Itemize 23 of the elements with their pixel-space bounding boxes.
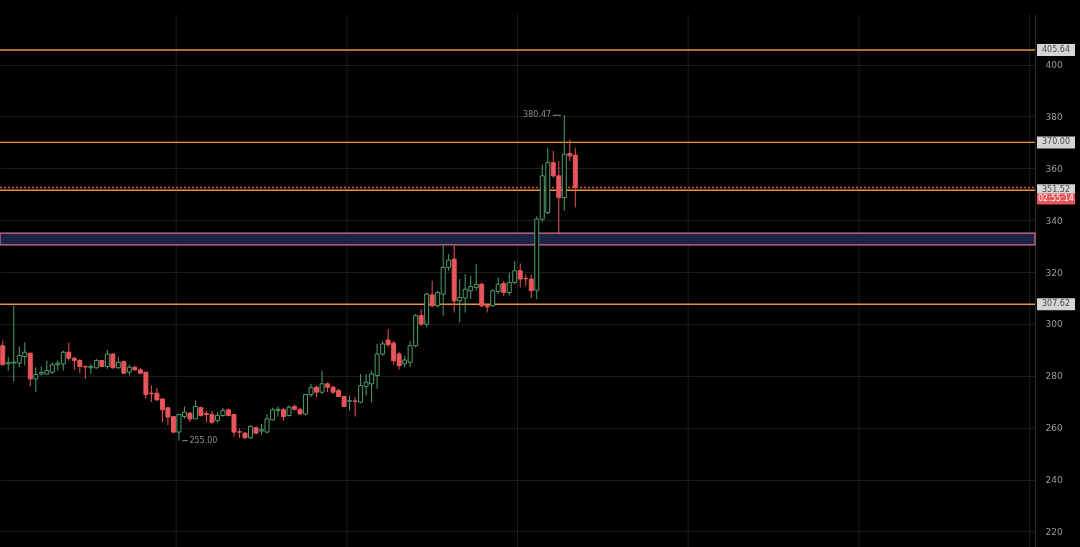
y-tick-label: 300 [1045,319,1063,330]
y-tick-label: 260 [1045,423,1063,434]
annotation: 380.47 [523,110,552,120]
y-tick-label: 380 [1045,111,1063,122]
y-tick-label: 220 [1045,526,1063,537]
candlestick [429,280,435,308]
y-tick-label: 240 [1045,475,1063,486]
ref-line-label: 370.00 [1042,137,1070,147]
annotation: 255.00 [189,435,218,445]
y-tick-label: 320 [1045,267,1063,278]
candlestick [0,340,6,366]
text: 02:55:14 [1038,194,1074,204]
y-tick-label: 280 [1045,371,1063,382]
y-tick-label: 340 [1045,215,1063,226]
ref-line-label: 405.64 [1042,44,1070,54]
candlestick [352,396,358,418]
y-tick-label: 400 [1045,60,1063,71]
candlestick [319,370,325,395]
candlestick [192,399,198,420]
ref-line-label: 351.52 [1042,185,1070,195]
ref-line-label: 307.62 [1042,299,1070,309]
candlestick [104,349,110,370]
y-tick-label: 360 [1045,163,1063,174]
